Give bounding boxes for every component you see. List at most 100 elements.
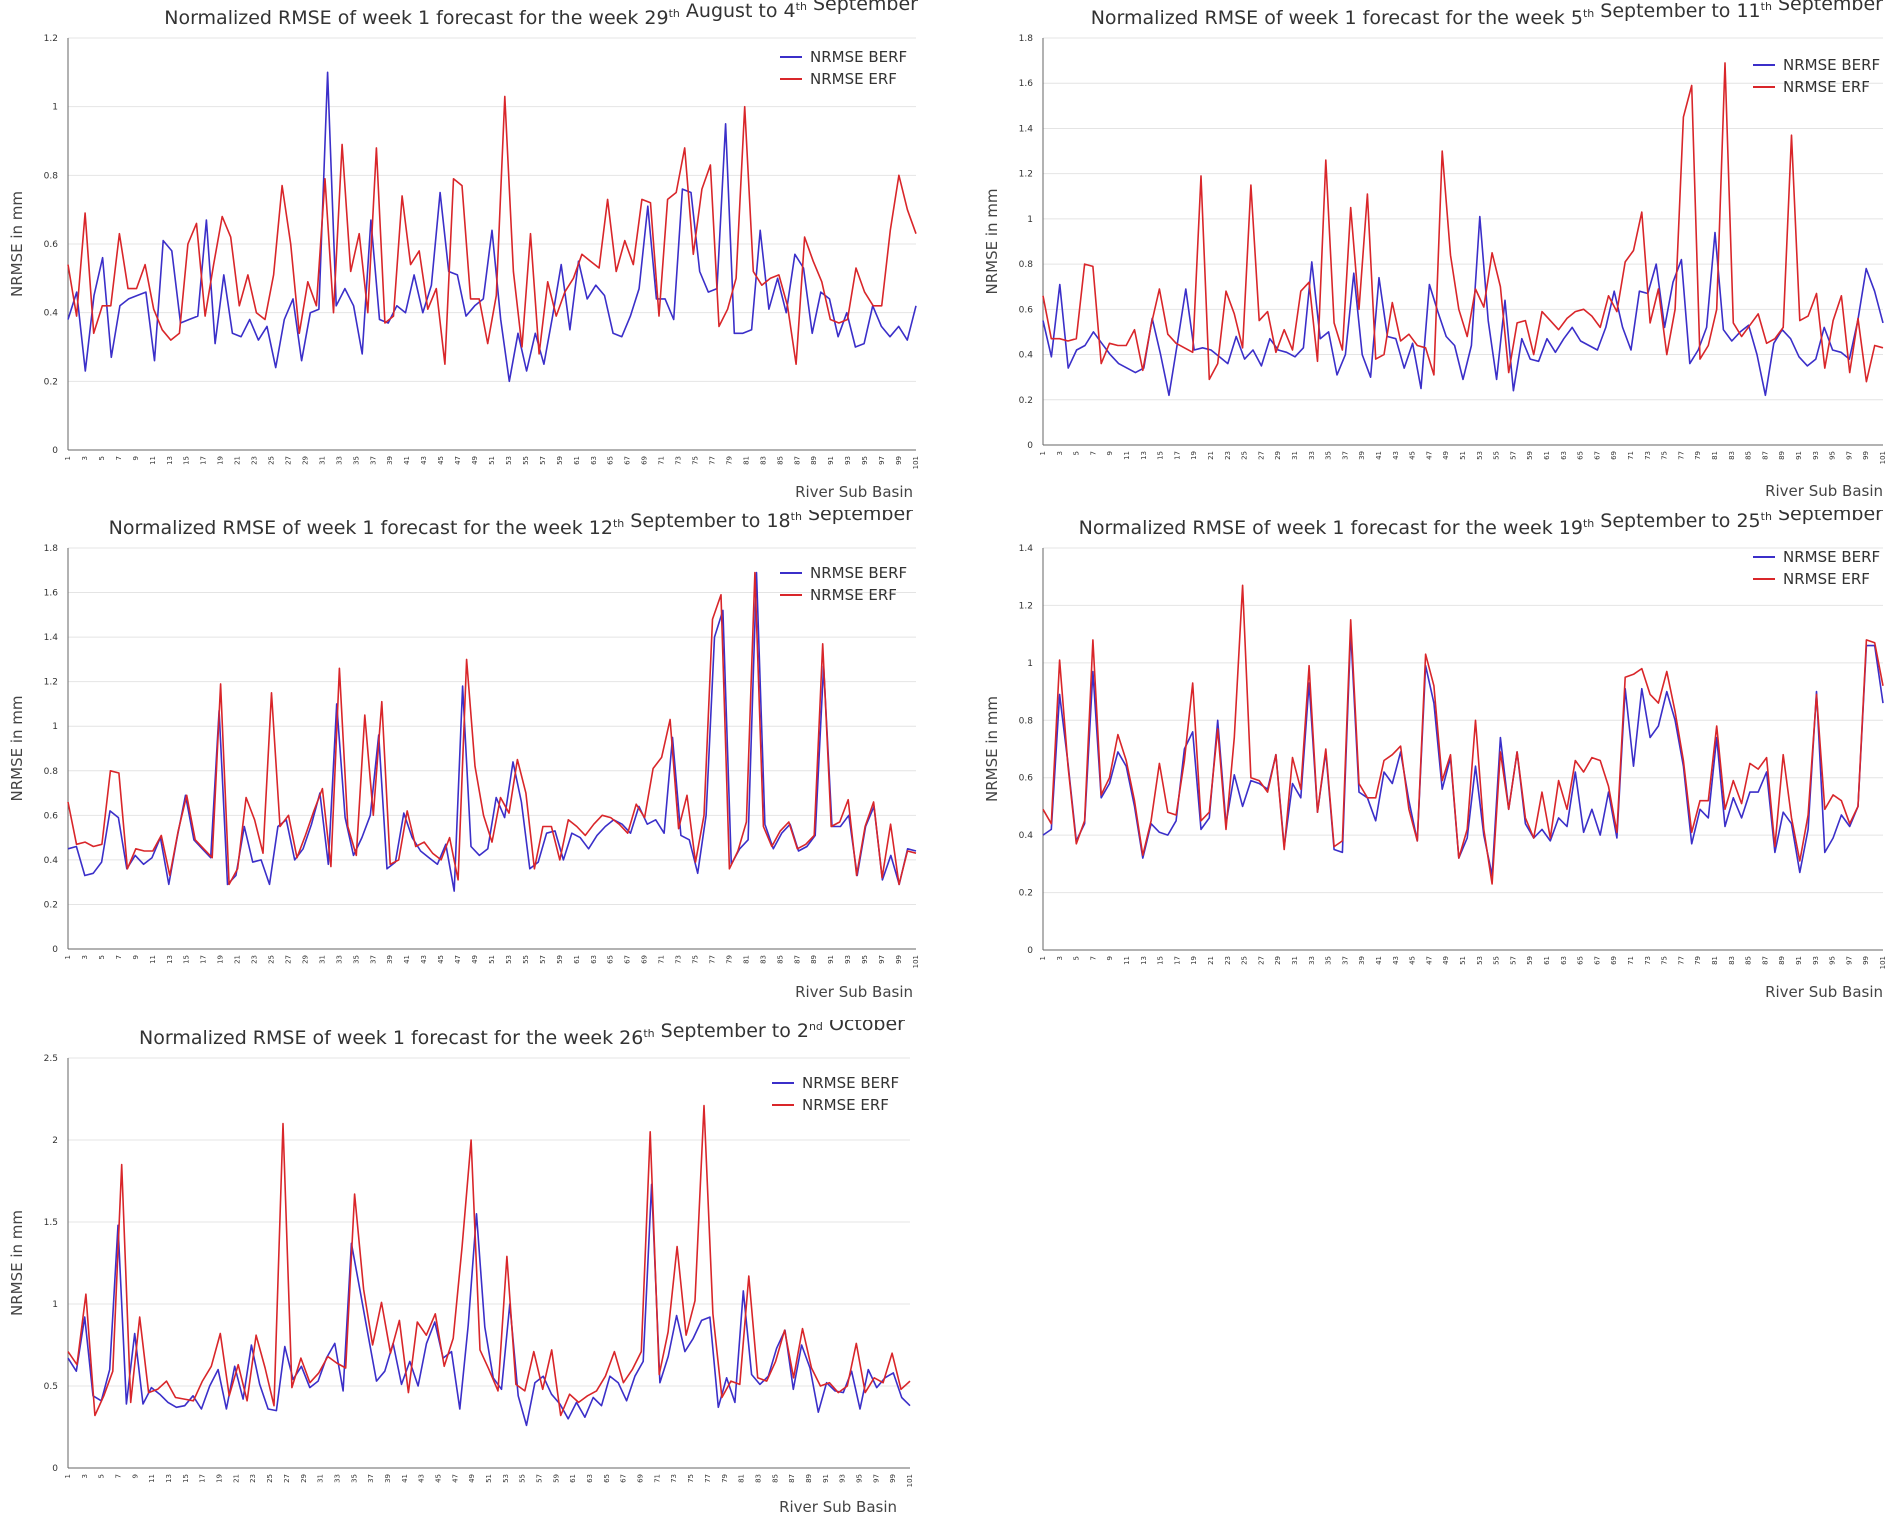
chart2-ytick-label: 1	[1027, 215, 1033, 225]
chart5-xtick-label: 45	[434, 1474, 442, 1483]
chart1-xtick-label: 23	[251, 456, 259, 465]
chart5-xtick-label: 19	[216, 1474, 224, 1483]
chart3-xtick-label: 77	[708, 955, 716, 964]
chart1-xtick-label: 75	[692, 456, 700, 465]
chart2-xtick-label: 85	[1745, 451, 1753, 460]
chart2-xtick-label: 39	[1358, 451, 1366, 460]
chart5-xtick-label: 43	[418, 1474, 426, 1483]
chart2-title-title-mid: September to 11	[1594, 0, 1760, 22]
chart1-xtick-label: 37	[369, 456, 377, 465]
chart5-series-erf-line	[67, 1104, 911, 1417]
chart5-xtick-label: 17	[199, 1474, 207, 1483]
chart1-xtick-label: 67	[624, 456, 632, 465]
chart3-title: Normalized RMSE of week 1 forecast for t…	[109, 510, 914, 539]
chart4-xtick-label: 49	[1442, 956, 1450, 965]
chart1-xtick-label: 19	[217, 456, 225, 465]
chart2-xtick-label: 95	[1829, 451, 1837, 460]
chart3-xtick-label: 69	[641, 955, 649, 964]
chart3-xtick-label: 95	[861, 955, 869, 964]
chart2-title-title-main: Normalized RMSE of week 1 forecast for t…	[1091, 7, 1583, 29]
chart3-xtick-label: 33	[335, 955, 343, 964]
chart5-ytick-label: 1.5	[44, 1218, 58, 1228]
chart3-ytick-label: 1.8	[44, 544, 59, 554]
chart5-xtick-label: 101	[906, 1474, 914, 1487]
chart3-xtick-label: 57	[539, 955, 547, 964]
chart3-xtick-label: 53	[505, 955, 513, 964]
chart4-xtick-label: 101	[1879, 956, 1887, 969]
chart2-xtick-label: 61	[1543, 451, 1551, 460]
chart3-title-title-mid: September to 18	[624, 510, 790, 532]
chart4-ytick-label: 0.8	[1019, 716, 1034, 726]
chart1-xtick-label: 47	[454, 456, 462, 465]
chart4-x-axis-label: River Sub Basin	[1765, 983, 1883, 1001]
chart3-xtick-label: 63	[590, 955, 598, 964]
chart3-ytick-label: 0.4	[44, 856, 59, 866]
chart5-xtick-label: 69	[637, 1474, 645, 1483]
chart3-xtick-label: 65	[607, 955, 615, 964]
chart1-xtick-label: 101	[912, 456, 920, 469]
chart3-title-title-sup1: th	[613, 517, 624, 530]
chart2-xtick-label: 77	[1677, 451, 1685, 460]
chart-panel-2: 0 0.2 0.4 0.6 0.8 1 1.2 1.4 1.6 1.8 1 3 5 7 9 11 13 15 17 1…	[985, 0, 1890, 505]
chart2-xtick-label: 21	[1207, 451, 1215, 460]
chart2-series-erf-line	[1042, 62, 1884, 383]
chart2-xtick-label: 71	[1627, 451, 1635, 460]
chart-svg-1: 00.20.40.60.811.21 3 5 7 9 11 13 15 17 19 21 23 25 27…	[8, 0, 920, 501]
chart3-xtick-label: 5	[98, 955, 106, 959]
chart1-xtick-label: 89	[810, 456, 818, 465]
chart5-xtick-label: 29	[300, 1474, 308, 1483]
chart5-xtick-label: 35	[350, 1474, 358, 1483]
chart5-legend-label: NRMSE BERF	[802, 1074, 899, 1092]
chart1-xtick-label: 5	[98, 456, 106, 460]
chart2-xtick-label: 75	[1661, 451, 1669, 460]
chart3-xtick-label: 21	[234, 955, 242, 964]
chart4-xtick-label: 41	[1375, 956, 1383, 965]
chart1-xtick-label: 17	[200, 456, 208, 465]
chart4-xtick-label: 9	[1106, 956, 1114, 960]
chart3-xtick-label: 83	[759, 955, 767, 964]
chart3-xtick-label: 87	[793, 955, 801, 964]
chart3-xtick-label: 27	[284, 955, 292, 964]
chart-svg-5: 00.511.522.51 3 5 7 9 11 13 15 17 19 21 23 25 27 29 31 3…	[8, 1020, 914, 1516]
chart5-xtick-label: 73	[670, 1474, 678, 1483]
chart1-xtick-label: 41	[403, 456, 411, 465]
chart4-xtick-label: 97	[1845, 956, 1853, 965]
chart4-xtick-label: 79	[1694, 956, 1702, 965]
chart-panel-4: 0 0.2 0.4 0.6 0.8 1 1.2 1.4 1 3 5 7 9 11 13 15 17 19 21 23 2…	[985, 510, 1890, 1010]
chart3-xtick-label: 29	[301, 955, 309, 964]
chart4-xtick-label: 91	[1795, 956, 1803, 965]
chart4-series-berf-line	[1042, 630, 1884, 877]
chart1-title: Normalized RMSE of week 1 forecast for t…	[164, 0, 918, 29]
chart1-xtick-label: 35	[352, 456, 360, 465]
chart5-ytick-label: 0	[52, 1464, 58, 1474]
chart2-xtick-label: 69	[1610, 451, 1618, 460]
chart4-xtick-label: 67	[1593, 956, 1601, 965]
chart5-xtick-label: 93	[839, 1474, 847, 1483]
chart5-title-title-sup2: nd	[809, 1020, 823, 1033]
chart3-xtick-label: 97	[878, 955, 886, 964]
chart4-xtick-label: 21	[1207, 956, 1215, 965]
chart4-xtick-label: 69	[1610, 956, 1618, 965]
chart5-ytick-label: 2	[52, 1136, 58, 1146]
chart1-ytick-label: 0	[52, 446, 58, 456]
chart4-xtick-label: 15	[1157, 956, 1165, 965]
chart3-title-title-sup2: th	[791, 510, 802, 523]
chart1-xtick-label: 7	[115, 456, 123, 460]
chart3-ytick-label: 1.2	[44, 678, 58, 688]
chart1-xtick-label: 69	[641, 456, 649, 465]
chart5-xtick-label: 99	[889, 1474, 897, 1483]
chart4-xtick-label: 1	[1039, 956, 1047, 960]
chart2-ytick-label: 0.6	[1019, 305, 1034, 315]
chart4-xtick-label: 65	[1577, 956, 1585, 965]
chart4-xtick-label: 19	[1190, 956, 1198, 965]
chart1-xtick-label: 85	[776, 456, 784, 465]
chart2-xtick-label: 29	[1274, 451, 1282, 460]
chart5-title-title-end: October	[823, 1020, 905, 1035]
chart2-x-axis-label: River Sub Basin	[1765, 482, 1883, 500]
chart1-legend-label: NRMSE BERF	[810, 48, 907, 66]
chart4-xtick-label: 51	[1459, 956, 1467, 965]
chart1-xtick-label: 73	[675, 456, 683, 465]
chart3-xtick-label: 15	[183, 955, 191, 964]
chart5-xtick-label: 33	[333, 1474, 341, 1483]
chart1-xtick-label: 53	[505, 456, 513, 465]
